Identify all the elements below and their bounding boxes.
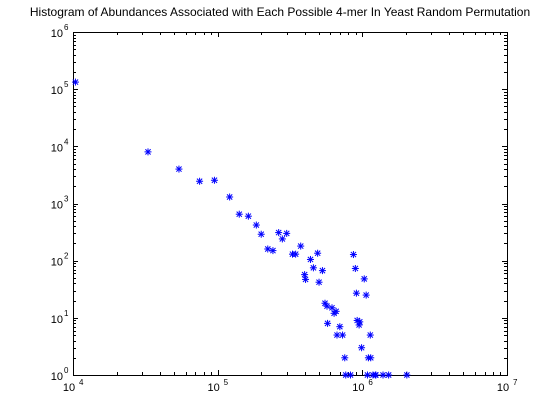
y-tick-label: 10 <box>51 142 63 154</box>
y-tick-label-exponent: 2 <box>64 252 69 261</box>
y-tick-label: 10 <box>51 28 63 40</box>
data-point <box>360 275 368 283</box>
y-tick-label-exponent: 6 <box>64 23 69 32</box>
data-point <box>349 251 357 259</box>
x-tick-label-exponent: 6 <box>368 378 373 387</box>
data-point <box>332 307 340 315</box>
y-tick-label: 10 <box>51 371 63 383</box>
data-point <box>352 289 360 297</box>
data-point <box>71 78 79 86</box>
data-point <box>339 331 347 339</box>
plot-frame <box>73 32 508 376</box>
data-point <box>315 278 323 286</box>
y-tick-label: 10 <box>51 257 63 269</box>
data-point <box>278 235 286 243</box>
x-tick-label-exponent: 4 <box>79 378 84 387</box>
data-point <box>196 177 204 185</box>
data-point <box>336 323 344 331</box>
data-point <box>252 221 260 229</box>
data-point <box>362 291 370 299</box>
data-point <box>314 249 322 257</box>
x-tick-label: 10 <box>208 382 220 394</box>
data-point <box>175 165 183 173</box>
x-tick-label-exponent: 5 <box>224 378 229 387</box>
y-tick-label-exponent: 5 <box>64 80 69 89</box>
data-point <box>301 271 309 279</box>
data-point <box>372 371 380 379</box>
data-point <box>323 302 331 310</box>
data-point <box>363 371 371 379</box>
data-point <box>341 354 349 362</box>
chart-title: Histogram of Abundances Associated with … <box>29 5 531 19</box>
data-point <box>318 267 326 275</box>
data-point <box>275 229 283 237</box>
y-tick-label-exponent: 4 <box>64 137 69 146</box>
y-tick-label-exponent: 3 <box>64 195 69 204</box>
x-tick-label: 10 <box>497 382 509 394</box>
data-point <box>257 230 265 238</box>
data-point <box>235 210 243 218</box>
data-point <box>269 247 277 255</box>
y-tick-label: 10 <box>51 85 63 97</box>
data-point <box>333 331 341 339</box>
data-point <box>210 176 218 184</box>
x-tick-label: 10 <box>63 382 75 394</box>
data-point <box>226 193 234 201</box>
data-point <box>302 275 310 283</box>
data-point <box>297 242 305 250</box>
data-point <box>346 371 354 379</box>
data-point <box>403 371 411 379</box>
data-point <box>385 371 393 379</box>
data-point <box>309 264 317 272</box>
data-point <box>324 319 332 327</box>
x-tick-label: 10 <box>352 382 364 394</box>
data-point <box>306 255 314 263</box>
data-point <box>244 212 252 220</box>
data-point <box>379 371 387 379</box>
data-point <box>356 318 364 326</box>
data-point <box>292 250 300 258</box>
data-point <box>367 354 375 362</box>
y-tick-label-exponent: 0 <box>64 366 69 375</box>
data-point <box>366 331 374 339</box>
y-tick-label: 10 <box>51 200 63 212</box>
y-tick-label-exponent: 1 <box>64 309 69 318</box>
data-point <box>351 264 359 272</box>
data-point <box>283 229 291 237</box>
data-point <box>328 304 336 312</box>
y-tick-label: 10 <box>51 314 63 326</box>
data-point <box>358 344 366 352</box>
data-point <box>144 148 152 156</box>
data-point <box>264 245 272 253</box>
x-tick-label-exponent: 7 <box>513 378 518 387</box>
